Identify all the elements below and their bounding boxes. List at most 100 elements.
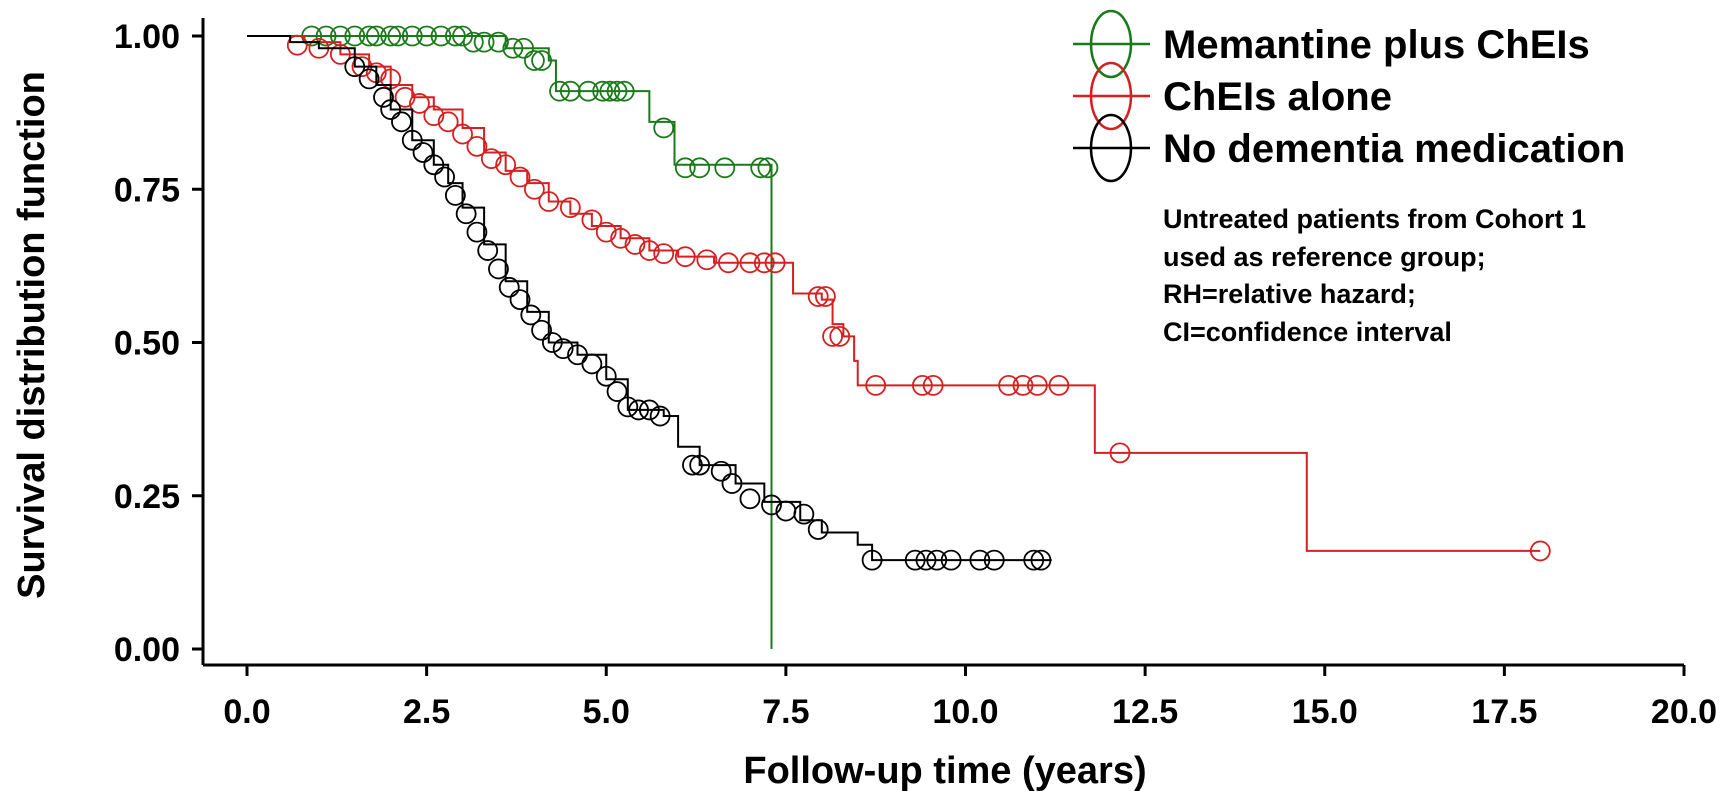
censor-marker bbox=[710, 460, 732, 482]
censor-marker bbox=[452, 25, 473, 47]
censor-marker bbox=[653, 117, 675, 139]
censor-marker bbox=[498, 276, 520, 298]
censor-marker bbox=[477, 240, 499, 261]
censor-marker bbox=[344, 25, 366, 47]
censor-marker bbox=[807, 519, 829, 540]
censor-marker bbox=[387, 25, 409, 47]
censor-marker bbox=[513, 37, 535, 59]
legend-marker-memantine bbox=[1089, 9, 1133, 79]
censor-marker bbox=[286, 34, 308, 56]
censor-marker bbox=[1109, 442, 1131, 464]
censor-marker bbox=[502, 37, 524, 59]
series-no-dementia-medication bbox=[247, 35, 1052, 571]
censor-marker bbox=[998, 375, 1020, 396]
y-axis-title: Survival distribution function bbox=[11, 71, 53, 599]
censor-marker bbox=[509, 289, 531, 310]
censor-marker bbox=[1012, 375, 1034, 396]
censor-marker bbox=[394, 86, 416, 108]
series-layer bbox=[247, 25, 1551, 649]
censor-marker bbox=[391, 111, 412, 133]
censor-marker bbox=[466, 221, 488, 243]
survival-curve-memantine-plus-cheis bbox=[247, 35, 773, 649]
censor-marker bbox=[638, 240, 660, 261]
censor-marker bbox=[764, 252, 786, 274]
annotation-note: Untreated patients from Cohort 1 used as… bbox=[1163, 204, 1586, 347]
x-tick-label: 15.0 bbox=[1292, 693, 1358, 731]
censor-marker bbox=[682, 454, 703, 476]
censor-marker bbox=[549, 80, 570, 102]
censor-marker bbox=[674, 157, 696, 179]
censor-marker bbox=[1529, 540, 1551, 562]
censor-marker bbox=[315, 25, 337, 47]
legend-label-no-medication: No dementia medication bbox=[1163, 127, 1625, 171]
censor-marker bbox=[595, 221, 617, 243]
series-memantine-plus-cheis bbox=[247, 25, 779, 649]
x-tick-label: 20.0 bbox=[1651, 693, 1717, 731]
censor-marker bbox=[865, 375, 887, 396]
censor-marker bbox=[822, 325, 843, 347]
legend-marker-cheis bbox=[1089, 61, 1133, 131]
censor-marker bbox=[739, 488, 761, 510]
censor-marker bbox=[592, 80, 614, 102]
censor-marker bbox=[595, 365, 617, 387]
censor-marker bbox=[1026, 375, 1048, 396]
censor-marker bbox=[1048, 375, 1070, 396]
censor-marker bbox=[401, 129, 423, 151]
legend-entry-memantine: Memantine plus ChEIs bbox=[1073, 9, 1590, 79]
x-tick-label: 2.5 bbox=[403, 693, 450, 731]
censor-marker bbox=[330, 43, 351, 65]
censor-marker bbox=[674, 246, 696, 268]
censor-marker bbox=[538, 191, 560, 212]
censor-marker bbox=[689, 157, 711, 179]
censor-marker bbox=[488, 258, 509, 280]
censor-marker bbox=[606, 80, 628, 102]
censor-marker bbox=[617, 396, 639, 418]
censor-marker bbox=[689, 454, 711, 476]
censor-marker bbox=[444, 25, 466, 47]
x-tick-label: 5.0 bbox=[583, 693, 630, 731]
censor-marker bbox=[696, 249, 718, 271]
survival-curve-cheis-alone bbox=[247, 35, 1541, 552]
censor-marker bbox=[926, 549, 948, 571]
y-tick-label: 0.50 bbox=[114, 325, 180, 363]
censor-marker bbox=[610, 227, 632, 249]
censor-marker bbox=[412, 142, 434, 163]
censor-marker bbox=[401, 25, 423, 47]
censor-marker bbox=[437, 111, 459, 133]
censor-marker bbox=[1030, 549, 1052, 571]
censor-marker bbox=[911, 375, 933, 396]
ticks: 0.0 2.5 5.0 7.5 10.0 12.5 15.0 17.5 20.0 0.00 0.25… bbox=[114, 18, 1717, 731]
censor-marker bbox=[409, 93, 430, 114]
censor-marker bbox=[520, 304, 542, 326]
censor-marker bbox=[649, 405, 671, 427]
y-tick-label: 1.00 bbox=[114, 18, 180, 56]
censor-marker bbox=[541, 332, 563, 353]
censor-marker bbox=[524, 50, 545, 71]
censor-marker bbox=[581, 353, 603, 375]
censor-marker bbox=[983, 549, 1005, 571]
censor-marker bbox=[599, 80, 621, 102]
censor-marker bbox=[466, 135, 488, 157]
x-tick-label: 7.5 bbox=[762, 693, 809, 731]
annotation-line-2: used as reference group; bbox=[1163, 242, 1486, 272]
censor-marker bbox=[380, 99, 402, 120]
legend: Memantine plus ChEIs ChEIs alone No deme… bbox=[1073, 9, 1625, 183]
legend-label-cheis: ChEIs alone bbox=[1163, 75, 1392, 119]
censor-marker bbox=[531, 319, 552, 341]
censor-marker bbox=[430, 25, 452, 47]
censor-marker bbox=[552, 338, 574, 360]
censor-marker bbox=[750, 157, 772, 179]
censor-marker bbox=[717, 252, 739, 274]
censor-marker bbox=[434, 166, 455, 188]
x-axis-title: Follow-up time (years) bbox=[743, 750, 1146, 791]
annotation-line-1: Untreated patients from Cohort 1 bbox=[1163, 204, 1586, 234]
censor-marker bbox=[380, 25, 402, 47]
censor-marker bbox=[638, 399, 660, 421]
censor-marker bbox=[969, 549, 991, 571]
censor-marker bbox=[559, 197, 581, 219]
censor-marker bbox=[814, 286, 836, 307]
censor-marker bbox=[509, 166, 531, 188]
censor-marker bbox=[423, 105, 445, 127]
censor-marker bbox=[739, 252, 761, 274]
